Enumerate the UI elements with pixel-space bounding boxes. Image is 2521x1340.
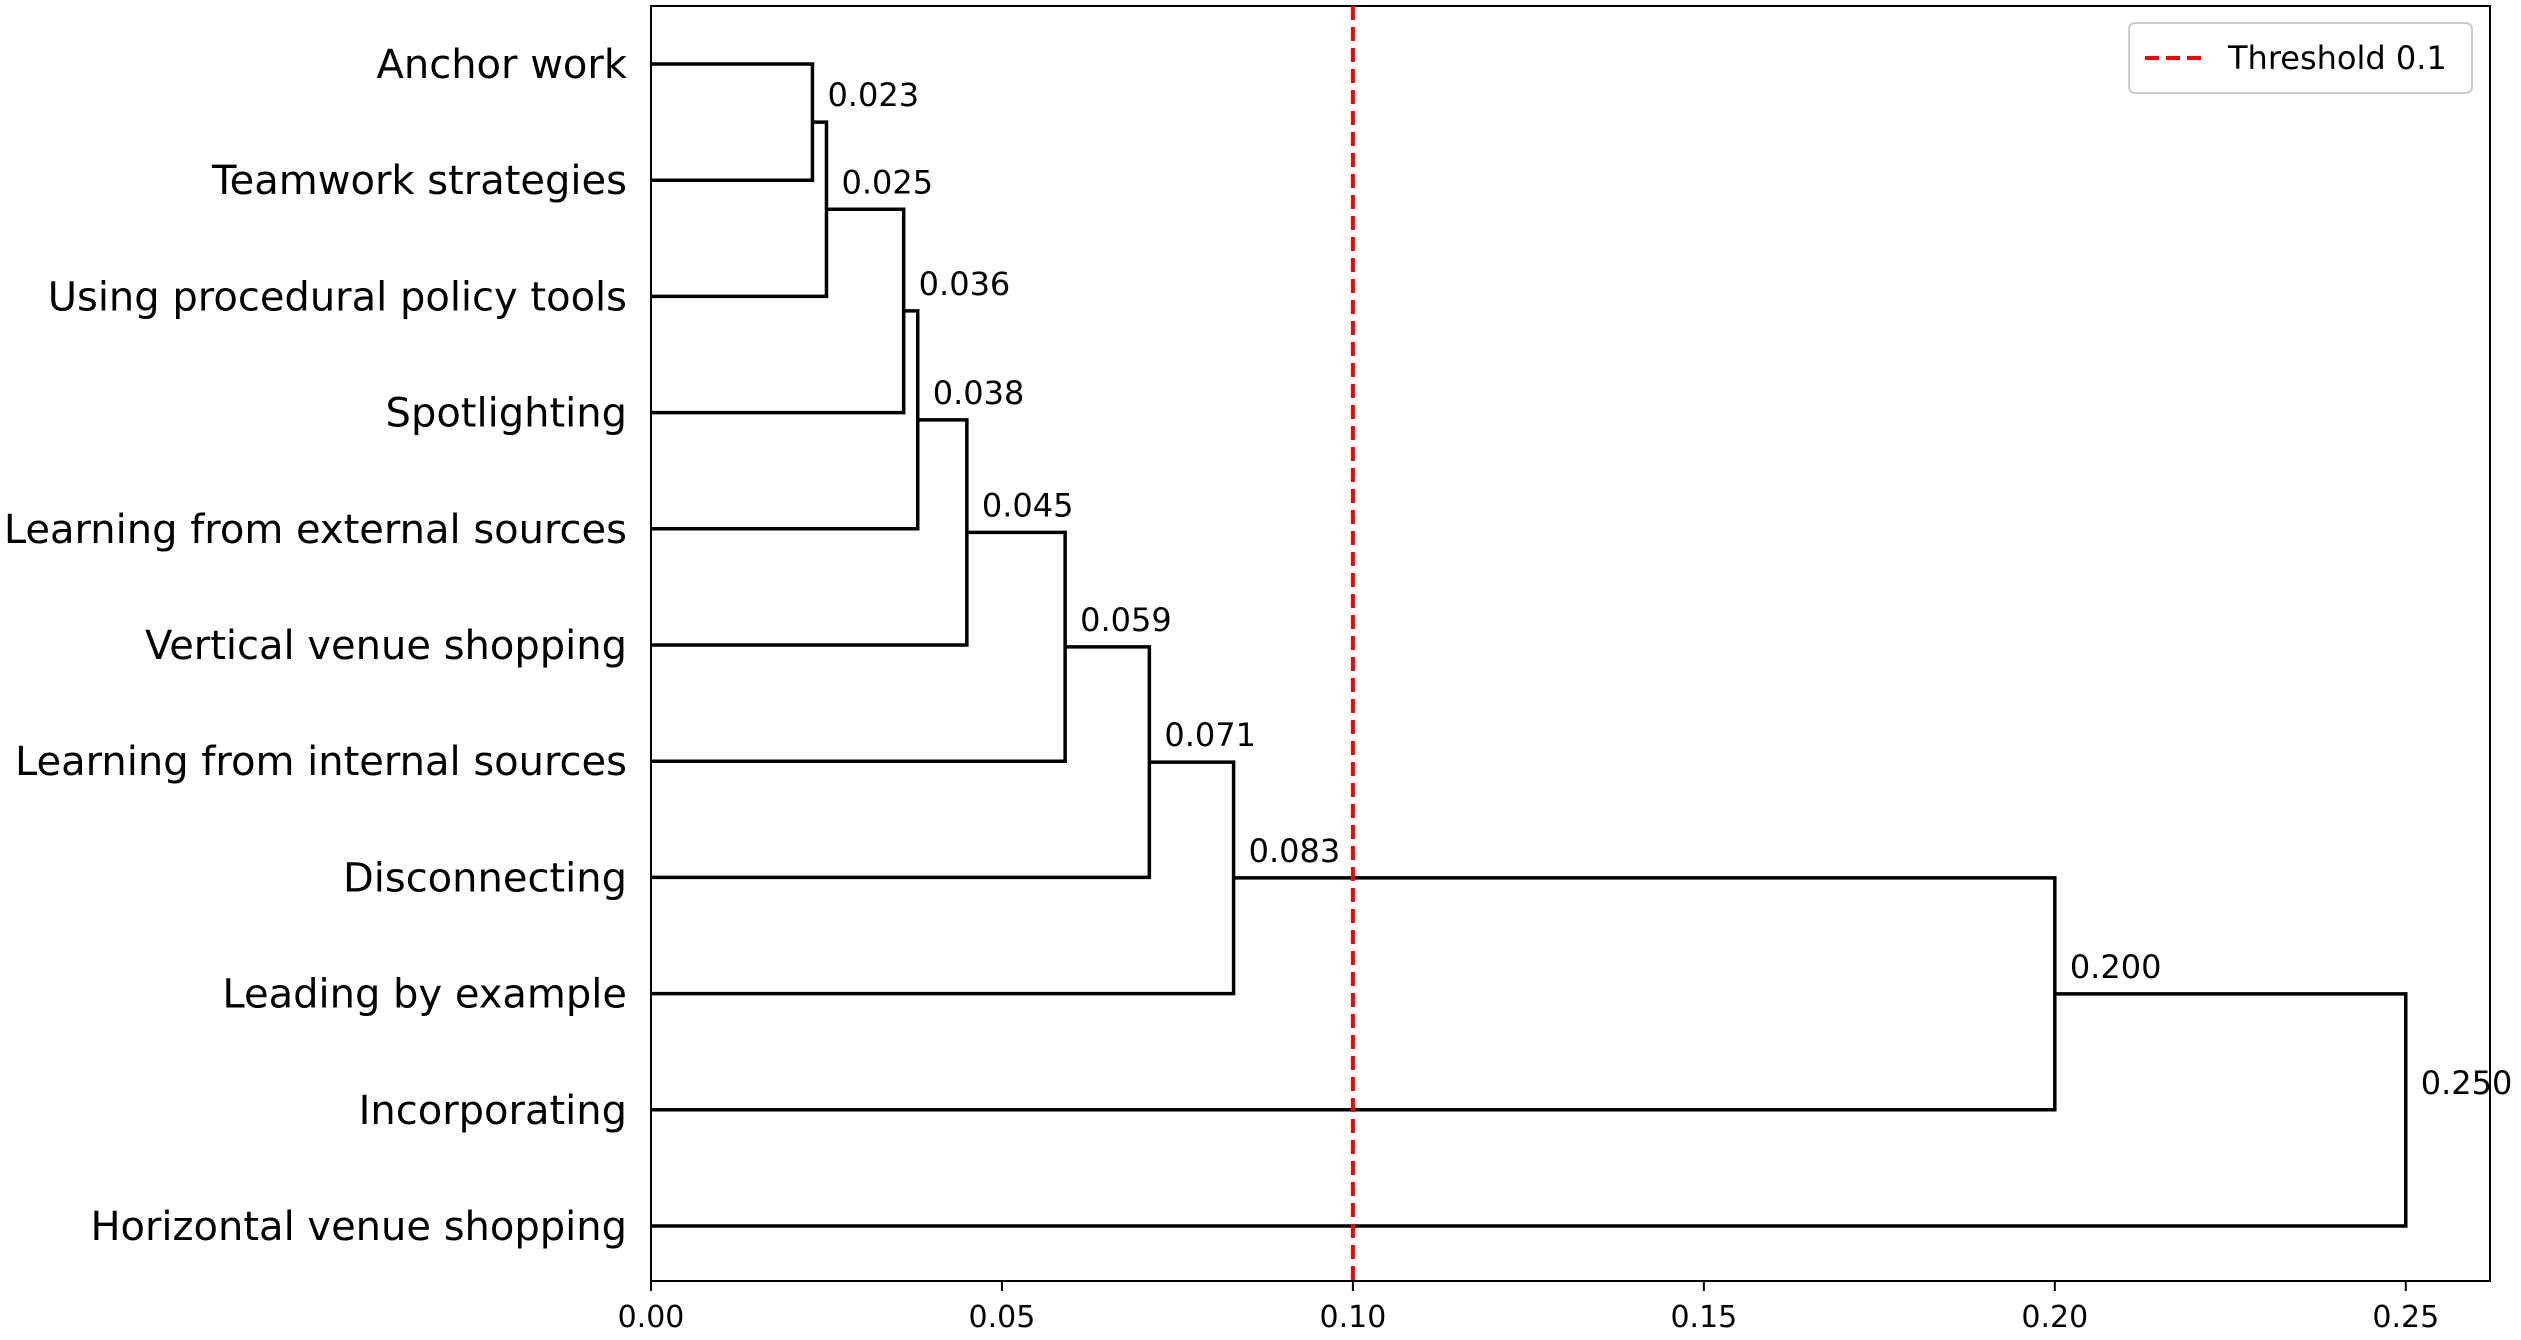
dendrogram-link: [651, 207, 906, 415]
dendrogram-link: [651, 760, 1236, 996]
x-tick-label: 0.15: [1670, 1300, 1737, 1335]
leaf-label: Learning from external sources: [4, 507, 627, 553]
x-tick-label: 0.10: [1320, 1300, 1387, 1335]
leaf-label: Horizontal venue shopping: [90, 1204, 627, 1250]
leaf-label: Teamwork strategies: [211, 158, 627, 204]
merge-height-label: 0.036: [919, 265, 1011, 303]
merge-height-label: 0.025: [841, 163, 933, 201]
dendrogram-link: [651, 530, 1067, 763]
leaf-label: Leading by example: [222, 972, 627, 1018]
dendrogram-link: [651, 62, 815, 182]
leaf-label: Learning from internal sources: [15, 739, 627, 785]
merge-height-label: 0.038: [933, 374, 1025, 412]
leaf-label: Incorporating: [359, 1088, 627, 1134]
leaf-label: Spotlighting: [386, 391, 627, 437]
leaf-label: Vertical venue shopping: [145, 623, 627, 669]
x-tick-label: 0.00: [618, 1300, 685, 1335]
leaf-label: Anchor work: [377, 42, 628, 88]
dendrogram-link: [651, 418, 969, 647]
x-tick-label: 0.25: [2372, 1300, 2439, 1335]
dendrogram-link: [651, 645, 1152, 880]
merge-height-label: 0.045: [982, 486, 1074, 524]
dendrogram-link: [651, 992, 2408, 1228]
merge-height-label: 0.059: [1080, 601, 1172, 639]
legend-box: [2128, 22, 2473, 94]
merge-height-label: 0.200: [2070, 948, 2162, 986]
merge-height-label: 0.071: [1164, 716, 1256, 754]
merge-height-label: 0.023: [827, 76, 919, 114]
leaf-label: Disconnecting: [343, 855, 627, 901]
leaf-label: Using procedural policy tools: [48, 274, 627, 320]
x-tick-label: 0.20: [2021, 1300, 2088, 1335]
merge-height-label: 0.250: [2421, 1064, 2513, 1102]
merge-height-label: 0.083: [1249, 832, 1341, 870]
dendrogram-link: [651, 120, 829, 299]
x-tick-label: 0.05: [969, 1300, 1036, 1335]
legend-threshold-label: Threshold 0.1: [2227, 39, 2447, 77]
dendrogram-link: [651, 309, 920, 531]
